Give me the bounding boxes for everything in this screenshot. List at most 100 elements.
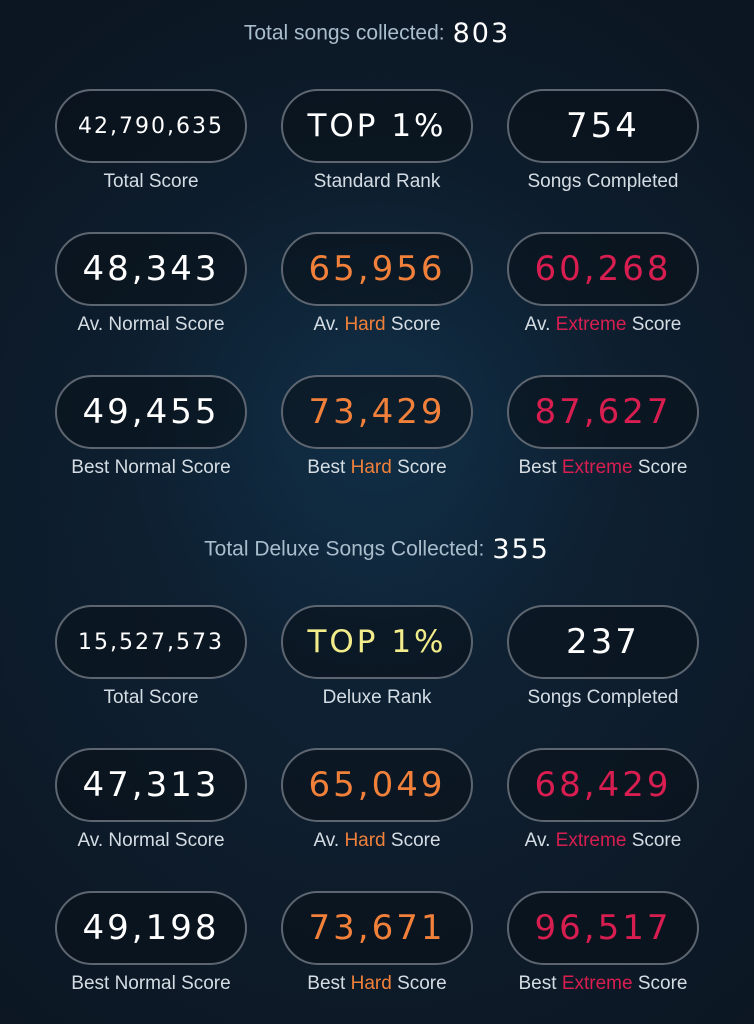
deluxe-av-normal-value: 47,313 (82, 765, 220, 805)
deluxe-best-normal-label: Best Normal Score (71, 973, 231, 994)
label-suffix: Score (637, 457, 688, 478)
deluxe-av-hard-stat: 65,049 Av. Hard Score (281, 748, 473, 852)
standard-av-extreme-label: Av. Extreme Score (507, 314, 699, 336)
label-prefix: Best (518, 457, 557, 478)
standard-best-hard-value: 73,429 (308, 392, 446, 432)
standard-songs-completed-pill: 754 (507, 89, 699, 163)
deluxe-best-hard-label: Best Hard Score (281, 973, 473, 995)
standard-best-extreme-pill: 87,627 (507, 375, 699, 449)
deluxe-total-score-value: 15,527,573 (78, 629, 224, 655)
label-prefix: Av. (524, 830, 551, 851)
label-suffix: Score (390, 314, 441, 335)
standard-best-normal-label: Best Normal Score (71, 457, 231, 478)
difficulty-hard-text: Hard (350, 973, 392, 994)
deluxe-av-normal-stat: 47,313 Av. Normal Score (55, 748, 247, 852)
standard-total-score-value: 42,790,635 (78, 113, 224, 139)
deluxe-rank-label: Deluxe Rank (322, 687, 432, 708)
deluxe-av-hard-value: 65,049 (308, 765, 446, 805)
standard-av-extreme-stat: 60,268 Av. Extreme Score (507, 232, 699, 336)
standard-best-normal-value: 49,455 (82, 392, 220, 432)
deluxe-rank-pill: TOP 1% (281, 605, 473, 679)
label-prefix: Av. (313, 314, 340, 335)
standard-rank-pill: TOP 1% (281, 89, 473, 163)
deluxe-rank-stat: TOP 1% Deluxe Rank (281, 605, 473, 709)
standard-av-hard-label: Av. Hard Score (281, 314, 473, 336)
standard-av-extreme-pill: 60,268 (507, 232, 699, 306)
label-suffix: Score (631, 314, 682, 335)
standard-best-extreme-value: 87,627 (534, 392, 672, 432)
standard-rank-label: Standard Rank (313, 171, 441, 192)
deluxe-best-normal-value: 49,198 (82, 908, 220, 948)
difficulty-hard-text: Hard (344, 830, 386, 851)
deluxe-best-extreme-pill: 96,517 (507, 891, 699, 965)
standard-best-hard-pill: 73,429 (281, 375, 473, 449)
standard-av-normal-label: Av. Normal Score (77, 314, 225, 335)
label-prefix: Best (307, 973, 346, 994)
standard-best-hard-stat: 73,429 Best Hard Score (281, 375, 473, 479)
deluxe-songs-completed-label: Songs Completed (527, 687, 679, 708)
deluxe-best-extreme-stat: 96,517 Best Extreme Score (507, 891, 699, 995)
deluxe-rank-value: TOP 1% (307, 624, 447, 660)
standard-total-score-label: Total Score (103, 171, 199, 192)
deluxe-best-hard-value: 73,671 (308, 908, 446, 948)
deluxe-av-extreme-value: 68,429 (534, 765, 672, 805)
standard-av-hard-stat: 65,956 Av. Hard Score (281, 232, 473, 336)
deluxe-total-score-label: Total Score (103, 687, 199, 708)
standard-rank-stat: TOP 1% Standard Rank (281, 89, 473, 193)
label-prefix: Best (307, 457, 346, 478)
deluxe-av-hard-label: Av. Hard Score (281, 830, 473, 852)
difficulty-extreme-text: Extreme (561, 973, 633, 994)
standard-best-extreme-label: Best Extreme Score (507, 457, 699, 479)
deluxe-total-score-stat: 15,527,573 Total Score (55, 605, 247, 709)
deluxe-best-hard-stat: 73,671 Best Hard Score (281, 891, 473, 995)
standard-total-score-stat: 42,790,635 Total Score (55, 89, 247, 193)
deluxe-av-hard-pill: 65,049 (281, 748, 473, 822)
deluxe-av-extreme-stat: 68,429 Av. Extreme Score (507, 748, 699, 852)
deluxe-songs-completed-stat: 237 Songs Completed (507, 605, 699, 709)
standard-av-hard-value: 65,956 (308, 249, 446, 289)
standard-best-normal-pill: 49,455 (55, 375, 247, 449)
standard-songs-collected-value: 803 (452, 18, 511, 49)
label-suffix: Score (397, 457, 447, 478)
standard-av-extreme-value: 60,268 (534, 249, 672, 289)
deluxe-songs-header: Total Deluxe Songs Collected: 355 (0, 534, 754, 565)
difficulty-hard-text: Hard (344, 314, 386, 335)
standard-best-extreme-stat: 87,627 Best Extreme Score (507, 375, 699, 479)
label-prefix: Av. (524, 314, 551, 335)
label-suffix: Score (631, 830, 682, 851)
standard-songs-collected-label: Total songs collected: (243, 21, 445, 45)
deluxe-songs-completed-pill: 237 (507, 605, 699, 679)
difficulty-extreme-text: Extreme (555, 830, 627, 851)
standard-av-hard-pill: 65,956 (281, 232, 473, 306)
standard-songs-completed-label: Songs Completed (527, 171, 679, 192)
deluxe-av-extreme-pill: 68,429 (507, 748, 699, 822)
difficulty-extreme-text: Extreme (555, 314, 627, 335)
standard-total-score-pill: 42,790,635 (55, 89, 247, 163)
label-prefix: Best (518, 973, 557, 994)
label-prefix: Av. (313, 830, 340, 851)
difficulty-extreme-text: Extreme (561, 457, 633, 478)
standard-av-normal-pill: 48,343 (55, 232, 247, 306)
standard-best-normal-stat: 49,455 Best Normal Score (55, 375, 247, 479)
deluxe-av-normal-pill: 47,313 (55, 748, 247, 822)
deluxe-total-score-pill: 15,527,573 (55, 605, 247, 679)
deluxe-best-extreme-label: Best Extreme Score (507, 973, 699, 995)
deluxe-av-normal-label: Av. Normal Score (77, 830, 225, 851)
standard-songs-header: Total songs collected: 803 (0, 18, 754, 49)
standard-rank-value: TOP 1% (307, 108, 447, 144)
deluxe-best-extreme-value: 96,517 (534, 908, 672, 948)
label-suffix: Score (397, 973, 447, 994)
difficulty-hard-text: Hard (350, 457, 392, 478)
deluxe-best-normal-stat: 49,198 Best Normal Score (55, 891, 247, 995)
deluxe-best-normal-pill: 49,198 (55, 891, 247, 965)
standard-songs-completed-stat: 754 Songs Completed (507, 89, 699, 193)
deluxe-best-hard-pill: 73,671 (281, 891, 473, 965)
standard-best-hard-label: Best Hard Score (281, 457, 473, 479)
standard-av-normal-stat: 48,343 Av. Normal Score (55, 232, 247, 336)
deluxe-songs-completed-value: 237 (566, 622, 640, 662)
label-suffix: Score (637, 973, 688, 994)
label-suffix: Score (390, 830, 441, 851)
standard-av-normal-value: 48,343 (82, 249, 220, 289)
deluxe-songs-collected-value: 355 (492, 534, 550, 565)
deluxe-songs-collected-label: Total Deluxe Songs Collected: (204, 537, 485, 561)
